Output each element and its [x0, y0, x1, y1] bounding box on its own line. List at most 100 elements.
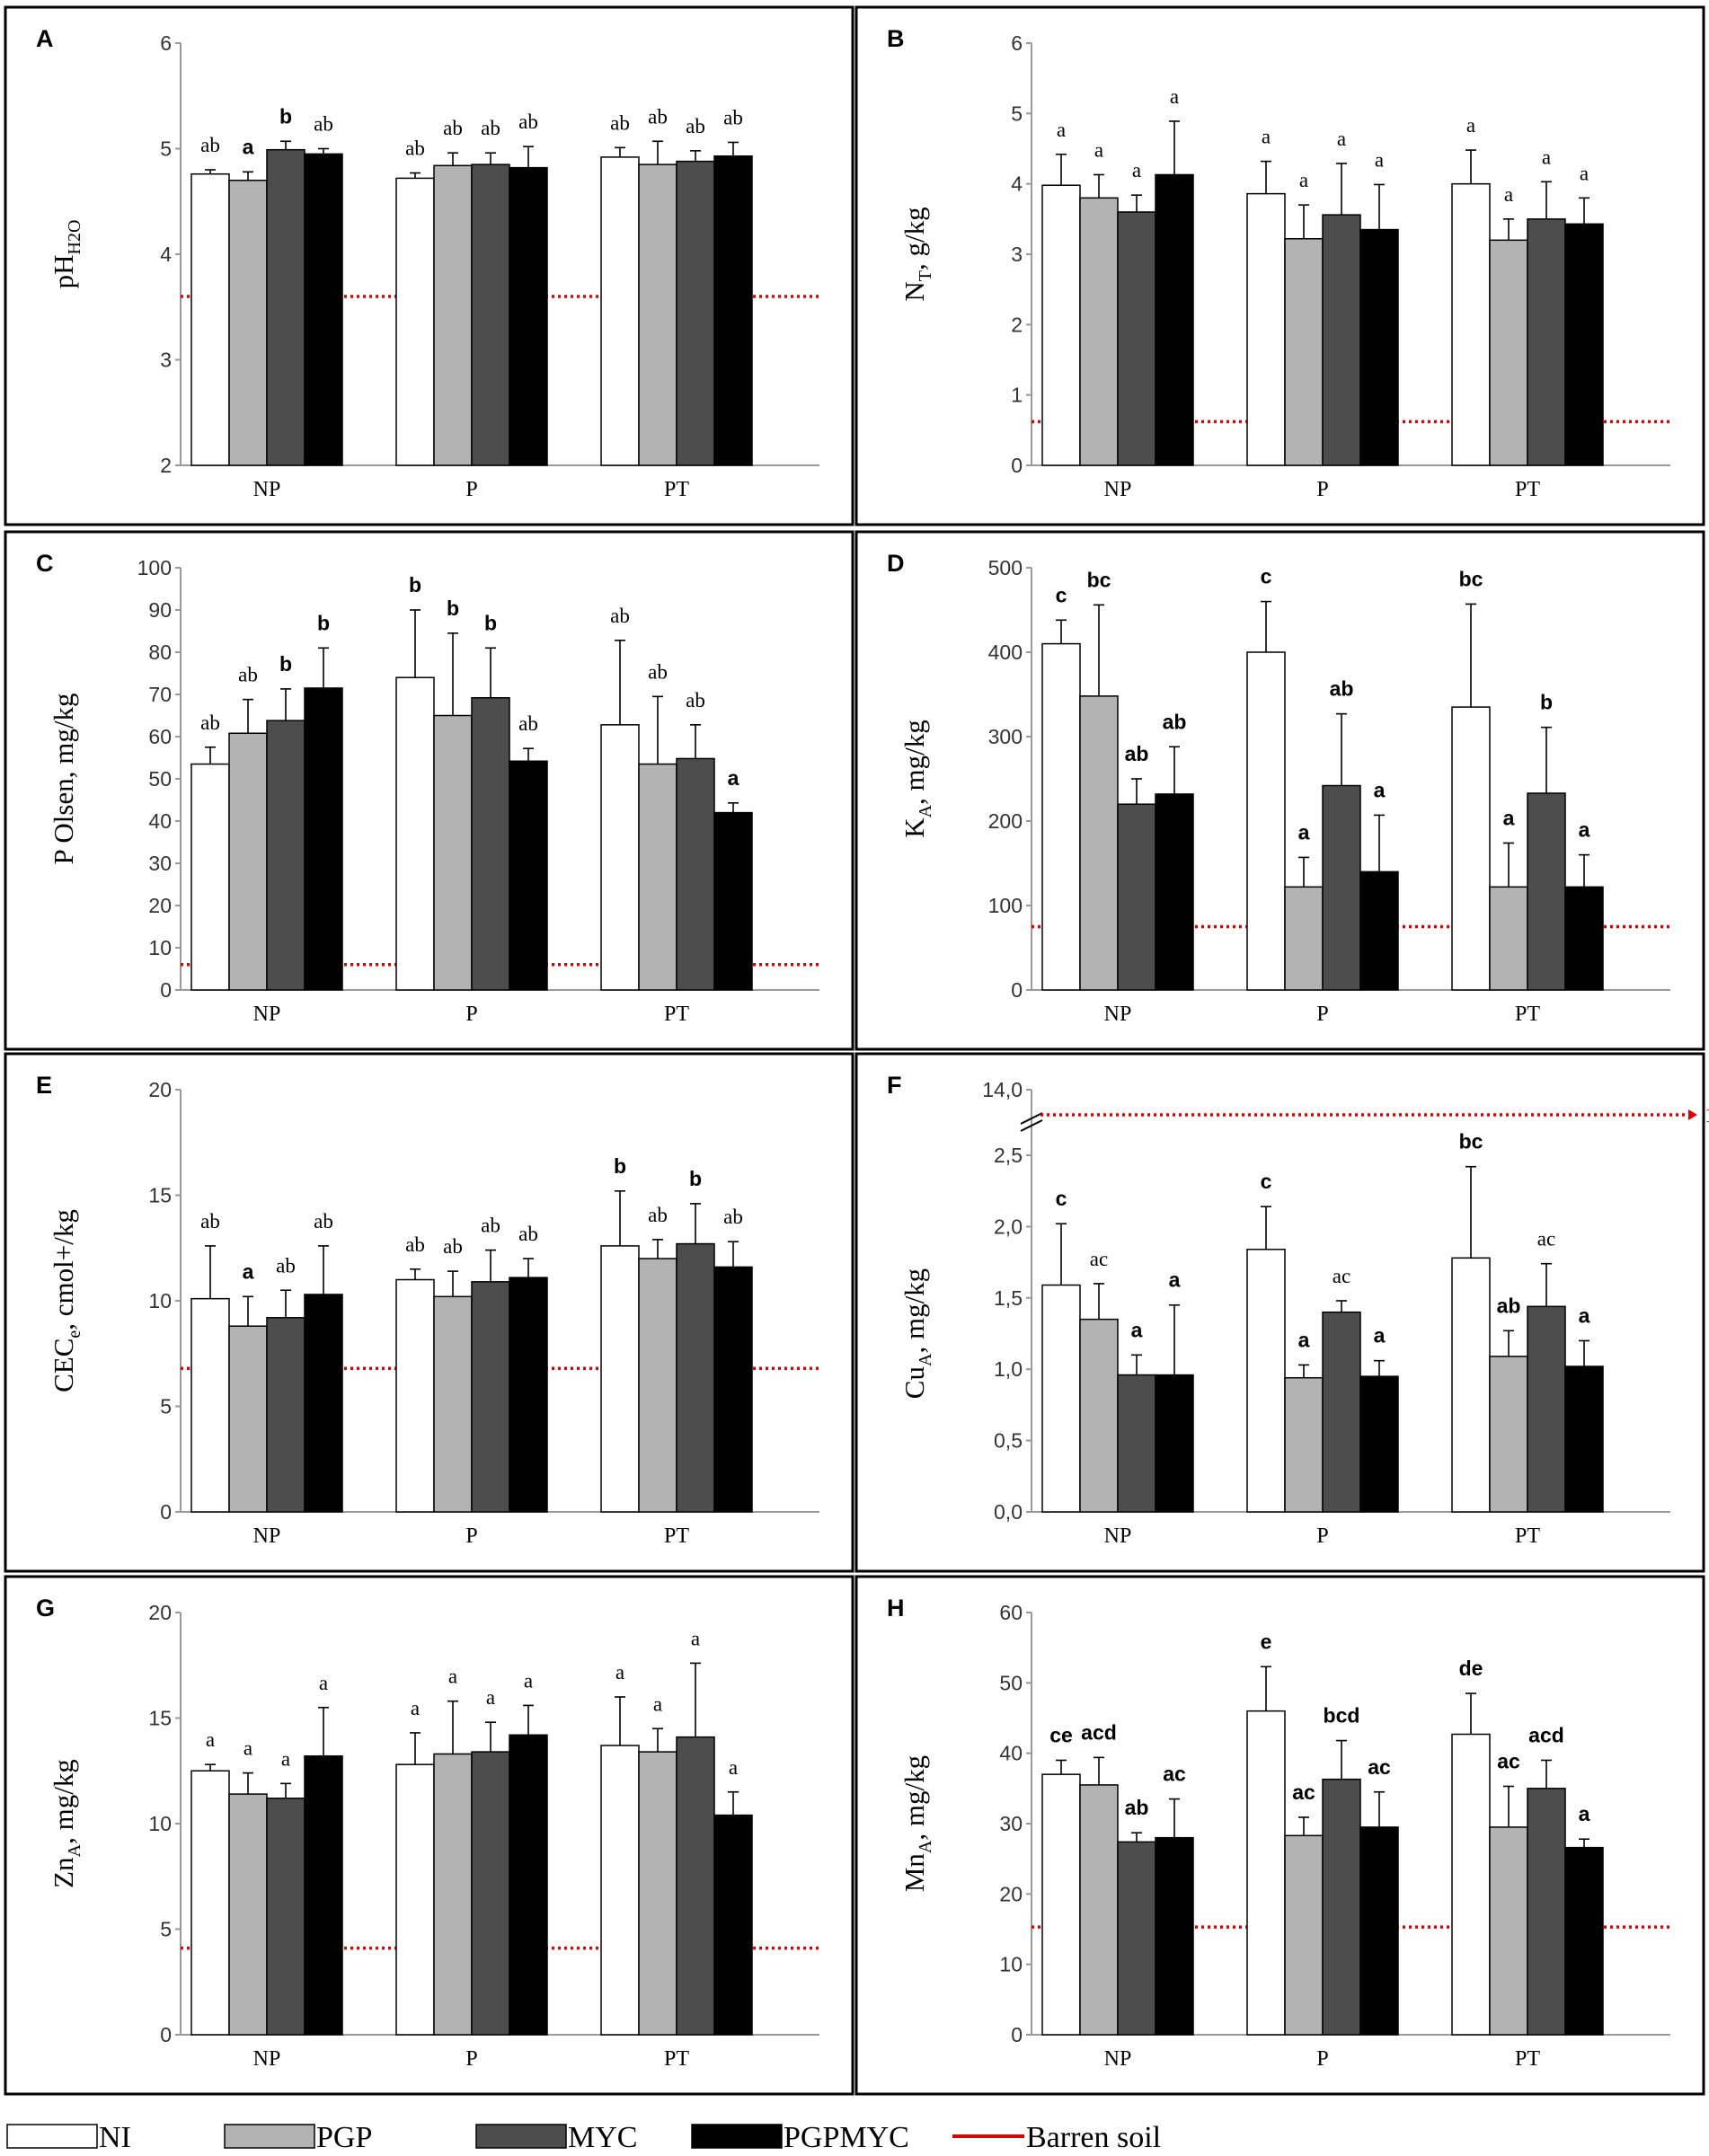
significance-label: ab [200, 1210, 220, 1233]
y-tick-label: 2,0 [994, 1215, 1023, 1238]
bar-MYC-PT [676, 1242, 715, 1513]
bar-MYC-P [471, 697, 510, 991]
bar-PGP-PT [638, 1258, 677, 1513]
bar-PGP-PT [638, 1751, 677, 2036]
significance-label: a [243, 135, 254, 158]
bar-PGP-P [1284, 238, 1324, 466]
significance-label: ab [648, 1204, 668, 1226]
significance-label: ab [610, 605, 630, 627]
bar-NI-PT [600, 156, 640, 466]
y-tick-label: 40 [999, 1742, 1023, 1765]
bar-PGPMYC-PT [1564, 886, 1604, 991]
significance-label: a [1132, 159, 1141, 181]
significance-label: ab [443, 117, 463, 139]
bar-PGPMYC-P [1359, 228, 1399, 466]
bar-PGPMYC-NP [304, 153, 343, 466]
bar-PGPMYC-NP [304, 687, 343, 991]
y-tick-label: 15 [148, 1184, 172, 1207]
bar-PGPMYC-P [509, 1734, 548, 2036]
y-tick-label: 50 [148, 767, 172, 791]
category-label: NP [1104, 1003, 1132, 1026]
significance-label: a [1579, 818, 1590, 842]
significance-label: a [448, 1666, 457, 1688]
legend-label: Barren soil [1026, 2121, 1161, 2154]
legend-label: NI [99, 2121, 131, 2154]
significance-label: de [1459, 1657, 1483, 1680]
bar-PGPMYC-P [1359, 870, 1399, 991]
y-tick-label: 6 [160, 31, 172, 55]
significance-label: a [319, 1672, 328, 1694]
y-tick-label: 50 [999, 1671, 1023, 1694]
significance-label: ce [1049, 1724, 1073, 1747]
bar-MYC-P [1322, 214, 1361, 466]
significance-label: a [1094, 138, 1103, 161]
bar-PGP-P [433, 164, 473, 466]
significance-label: a [1579, 1303, 1590, 1327]
significance-label: a [1580, 162, 1589, 184]
significance-label: a [1169, 1268, 1181, 1292]
significance-label: ab [238, 664, 258, 686]
significance-label: ab [1125, 1796, 1149, 1819]
category-label: P [1316, 478, 1328, 501]
panel-letter: E [36, 1072, 52, 1099]
bar-PGP-NP [228, 180, 268, 466]
panel-letter: G [36, 1595, 55, 1621]
bar-PGPMYC-NP [304, 1755, 343, 2036]
significance-label: a [615, 1661, 624, 1683]
bar-PGPMYC-PT [1564, 223, 1604, 466]
bar-PGP-NP [228, 1325, 268, 1513]
legend-swatch-PGPMYC [691, 2124, 783, 2149]
bar-NI-NP [1041, 1773, 1081, 2036]
category-label: NP [253, 2047, 281, 2071]
bar-NI-PT [1451, 706, 1491, 991]
significance-label: ac [1368, 1755, 1391, 1779]
bar-PGPMYC-PT [713, 1814, 753, 2036]
bar-MYC-P [471, 163, 510, 466]
y-axis-label: NT, g/kg [899, 207, 935, 301]
significance-label: acd [1528, 1724, 1564, 1747]
bar-PGPMYC-PT [713, 811, 753, 991]
y-tick-label: 90 [148, 598, 172, 622]
significance-label: a [728, 766, 739, 790]
bar-MYC-P [471, 1281, 510, 1513]
significance-label: c [1261, 565, 1272, 588]
significance-label: ab [518, 712, 538, 735]
significance-label: ab [518, 1223, 538, 1245]
significance-label: c [1056, 1187, 1067, 1210]
significance-label: c [1261, 1170, 1272, 1193]
significance-label: a [1374, 1324, 1386, 1348]
significance-label: ac [1292, 1780, 1315, 1804]
y-tick-label: 0 [160, 978, 172, 1002]
significance-label: bc [1459, 567, 1483, 590]
bar-NI-P [395, 1763, 435, 2036]
y-tick-label: 100 [988, 894, 1023, 917]
bar-MYC-PT [1527, 218, 1566, 466]
bar-PGPMYC-NP [1155, 1836, 1194, 2036]
significance-label: a [1299, 169, 1308, 191]
bar-PGPMYC-P [509, 760, 548, 991]
bar-PGPMYC-PT [713, 1266, 753, 1513]
panel-letter: H [887, 1595, 905, 1621]
bar-PGP-NP [1079, 1318, 1119, 1513]
category-label: P [465, 478, 477, 501]
y-tick-label: 100 [137, 556, 172, 579]
y-tick-label: 0 [160, 1500, 172, 1524]
y-tick-label: 40 [148, 809, 172, 833]
bar-PGP-P [1284, 1834, 1324, 2036]
bar-PGP-P [433, 1295, 473, 1513]
significance-label: bc [1087, 568, 1111, 591]
bar-PGPMYC-PT [713, 155, 753, 466]
significance-label: ac [1537, 1228, 1555, 1250]
legend-swatch-NI [6, 2124, 98, 2149]
bar-PGPMYC-NP [1155, 793, 1194, 991]
significance-label: ab [200, 134, 220, 156]
category-label: PT [1515, 2047, 1540, 2071]
bar-PGP-P [1284, 1376, 1324, 1513]
y-tick-label: 30 [148, 852, 172, 875]
y-tick-label: 10 [148, 1812, 172, 1835]
legend-swatch-PGP [224, 2124, 315, 2149]
significance-label: ac [1497, 1749, 1520, 1772]
y-tick-label: 3 [1011, 243, 1023, 266]
significance-label: e [1261, 1630, 1272, 1653]
category-label: PT [664, 1524, 689, 1548]
